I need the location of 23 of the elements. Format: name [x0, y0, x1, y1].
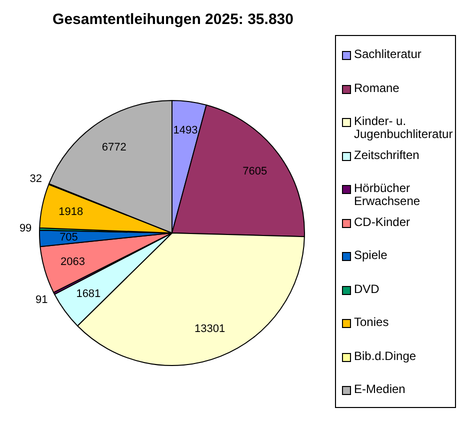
chart-title: Gesamtentleihungen 2025: 35.830 [52, 10, 294, 28]
legend-label: DVD [354, 282, 380, 296]
legend-label: E-Medien [354, 382, 406, 396]
legend-label: Kinder- u. Jugenbuchliteratur [354, 114, 454, 141]
data-label: 1681 [76, 288, 101, 300]
data-label: 1918 [58, 206, 84, 218]
data-label: 2063 [60, 256, 86, 268]
legend-label: Sachliteratur [354, 47, 422, 61]
legend-label: CD-Kinder [354, 214, 412, 228]
data-label: 91 [35, 294, 48, 306]
legend-label: Bib.d.Dinge [354, 348, 418, 362]
data-label: 99 [19, 222, 32, 235]
data-label: 6772 [102, 141, 126, 154]
data-label: 705 [60, 231, 78, 244]
legend-label: Spiele [354, 248, 388, 262]
legend-label: Tonies [354, 315, 390, 329]
data-label: 13301 [194, 323, 226, 336]
data-label: 7605 [242, 165, 268, 178]
legend-label: Zeitschriften [354, 148, 420, 162]
legend-label: Hörbücher Erwachsene [354, 181, 422, 208]
data-label: 32 [30, 172, 42, 185]
legend-label: Romane [354, 80, 400, 94]
data-label: 1493 [173, 124, 198, 137]
